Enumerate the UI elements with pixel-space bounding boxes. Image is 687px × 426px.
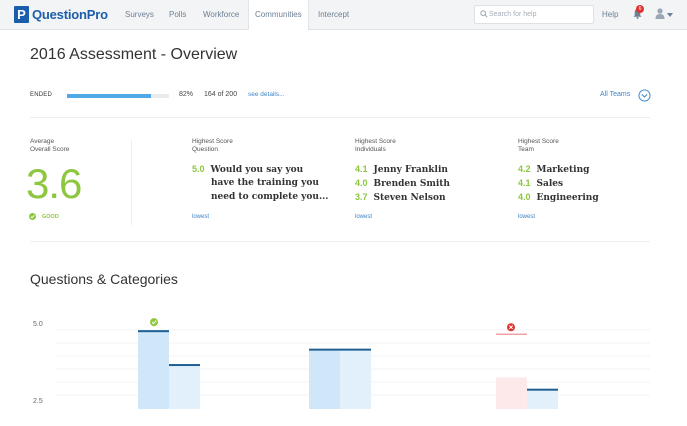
nav-surveys[interactable]: Surveys xyxy=(125,10,154,19)
questionpro-logo[interactable]: P QuestionPro xyxy=(14,6,108,23)
top-nav-bar: P QuestionPro Surveys Polls Workforce Co… xyxy=(0,0,687,30)
search-placeholder: Search for help xyxy=(489,11,537,18)
status-label: ENDED xyxy=(30,92,53,98)
question-label-line1: Highest Score xyxy=(192,138,233,145)
individuals-label-line2: Individuals xyxy=(355,146,386,153)
progress-percent: 82% xyxy=(179,91,194,98)
question-score: 5.0 xyxy=(192,164,205,174)
x-mark xyxy=(508,325,514,330)
question-text-line: need to complete you... xyxy=(211,192,329,202)
individuals-label-line1: Highest Score xyxy=(355,138,396,145)
team-name: Engineering xyxy=(536,193,599,203)
page-title: 2016 Assessment - Overview xyxy=(30,46,238,63)
team-name: Marketing xyxy=(536,165,590,175)
list-item: 4.0 Engineering xyxy=(518,192,599,203)
list-item: 4.2 Marketing xyxy=(518,164,589,175)
notification-badge: 6 xyxy=(636,5,644,13)
average-score-value: 3.6 xyxy=(26,160,82,207)
individual-name: Steven Nelson xyxy=(373,193,446,203)
team-score: 4.1 xyxy=(518,178,531,188)
chart-bar xyxy=(496,377,527,409)
team-score: 4.0 xyxy=(518,192,531,202)
nav-intercept[interactable]: Intercept xyxy=(318,10,350,19)
column-divider xyxy=(131,140,132,225)
individual-score: 4.1 xyxy=(355,164,368,174)
highest-team-panel: Highest Score Team xyxy=(518,138,559,154)
chart-bar-top xyxy=(309,348,340,351)
individual-name: Jenny Franklin xyxy=(373,165,448,175)
individual-name: Brenden Smith xyxy=(373,179,450,189)
question-lowest-link[interactable]: lowest xyxy=(192,214,210,220)
chart-bar xyxy=(340,349,371,409)
chart-bar xyxy=(169,365,200,409)
nav-communities[interactable]: Communities xyxy=(248,0,309,30)
team-label-line1: Highest Score xyxy=(518,138,559,145)
rating-badge: GOOD xyxy=(29,213,59,220)
check-mark xyxy=(151,320,157,325)
check-circle-icon xyxy=(29,213,36,220)
response-count: 164 of 200 xyxy=(204,91,238,98)
chart-bar-top xyxy=(169,364,200,367)
section-title: Questions & Categories xyxy=(30,271,178,287)
team-lowest-link[interactable]: lowest xyxy=(518,214,536,220)
highest-individuals-panel: Highest Score Individuals xyxy=(355,138,396,154)
check-circle-icon xyxy=(150,318,158,327)
chart-bar xyxy=(309,349,340,409)
average-label-line2: Overall Score xyxy=(30,146,70,153)
list-item: 3.7 Steven Nelson xyxy=(355,192,446,203)
logo-text: QuestionPro xyxy=(32,7,108,22)
question-label-line2: Question xyxy=(192,146,219,153)
average-label-line1: Average xyxy=(30,138,55,145)
search-icon xyxy=(480,10,488,18)
divider xyxy=(30,117,650,118)
question-line-1: 5.0 Would you say you xyxy=(192,164,303,175)
list-item: 4.1 Sales xyxy=(518,178,563,189)
rating-text: GOOD xyxy=(42,213,59,220)
team-score: 4.2 xyxy=(518,164,531,174)
user-avatar-icon[interactable] xyxy=(655,8,665,19)
chart-bar xyxy=(138,331,169,409)
chevron-circle-down-icon[interactable] xyxy=(638,89,651,102)
chart-bar-top xyxy=(138,330,169,333)
chart-bar xyxy=(527,389,558,409)
team-label-line2: Team xyxy=(518,146,534,153)
y-tick-label: 2.5 xyxy=(33,398,43,405)
help-link[interactable]: Help xyxy=(602,10,619,19)
chart-bar-top xyxy=(527,388,558,391)
logo-mark: P xyxy=(14,6,29,23)
chart-bar-top xyxy=(340,348,371,351)
y-tick-label: 5.0 xyxy=(33,321,43,328)
nav-polls[interactable]: Polls xyxy=(169,10,187,19)
nav-workforce[interactable]: Workforce xyxy=(203,10,240,19)
highest-question-panel: Highest Score Question xyxy=(192,138,233,154)
search-input[interactable]: Search for help xyxy=(474,5,594,24)
progress-bar xyxy=(67,94,169,98)
progress-bar-fill xyxy=(67,94,151,98)
list-item: 4.1 Jenny Franklin xyxy=(355,164,448,175)
question-text-line: have the training you xyxy=(211,178,319,188)
question-text-line: Would you say you xyxy=(210,165,304,175)
individual-score: 3.7 xyxy=(355,192,368,202)
team-name: Sales xyxy=(536,179,564,189)
teams-dropdown[interactable]: All Teams xyxy=(600,91,631,98)
see-details-link[interactable]: see details... xyxy=(248,91,285,98)
individual-score: 4.0 xyxy=(355,178,368,188)
average-score-panel: Average Overall Score xyxy=(30,138,69,154)
list-item: 4.0 Brenden Smith xyxy=(355,178,450,189)
divider xyxy=(30,241,650,242)
chevron-down-icon[interactable] xyxy=(667,13,673,17)
individuals-lowest-link[interactable]: lowest xyxy=(355,214,373,220)
